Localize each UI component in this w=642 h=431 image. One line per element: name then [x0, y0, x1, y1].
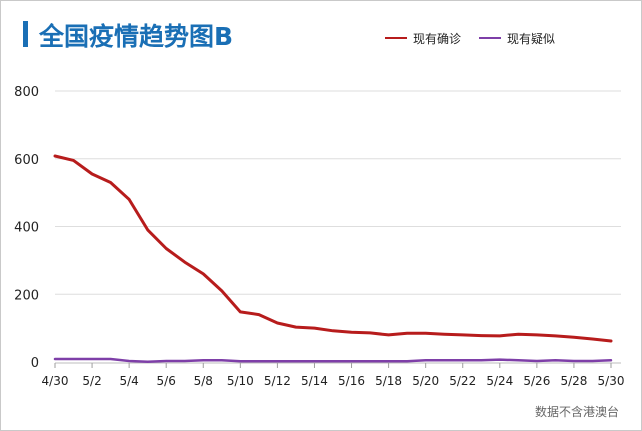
x-tick-label-5/2: 5/2 — [82, 374, 101, 388]
source-note: 数据不含港澳台 — [534, 405, 619, 419]
series-line-suspected — [53, 357, 613, 363]
legend-swatch-suspected — [479, 37, 501, 39]
legend-item-confirmed: 现有确诊 — [385, 30, 461, 46]
x-tick-label-5/8: 5/8 — [194, 374, 213, 388]
x-tick-label-5/10: 5/10 — [227, 374, 254, 388]
series-line-confirmed — [53, 154, 613, 343]
x-tick-label-5/28: 5/28 — [560, 374, 587, 388]
legend-label-suspected: 现有疑似 — [507, 31, 556, 46]
y-tick-label-0: 0 — [31, 356, 39, 371]
legend-label-confirmed: 现有确诊 — [413, 31, 462, 46]
legend-swatch-confirmed — [385, 37, 407, 39]
title-accent-bar — [23, 21, 28, 47]
x-tick-label-5/20: 5/20 — [412, 374, 439, 388]
x-tick-label-5/16: 5/16 — [338, 374, 365, 388]
x-tick-label-5/12: 5/12 — [264, 374, 291, 388]
y-tick-label-400: 400 — [14, 221, 39, 236]
x-tick-label-5/18: 5/18 — [375, 374, 402, 388]
x-tick-label-5/24: 5/24 — [486, 374, 513, 388]
x-tick-label-5/6: 5/6 — [157, 374, 176, 388]
y-tick-label-800: 800 — [14, 85, 39, 100]
y-tick-label-600: 600 — [14, 153, 39, 168]
x-tick-label-5/26: 5/26 — [523, 374, 550, 388]
x-tick-label-5/4: 5/4 — [119, 374, 138, 388]
chart-title: 全国疫情趋势图B — [39, 22, 234, 51]
legend-item-suspected: 现有疑似 — [479, 30, 555, 46]
x-tick-label-4/30: 4/30 — [42, 374, 69, 388]
y-tick-label-200: 200 — [14, 288, 39, 303]
x-tick-label-5/30: 5/30 — [598, 374, 625, 388]
x-tick-label-5/22: 5/22 — [449, 374, 476, 388]
x-tick-label-5/14: 5/14 — [301, 374, 328, 388]
